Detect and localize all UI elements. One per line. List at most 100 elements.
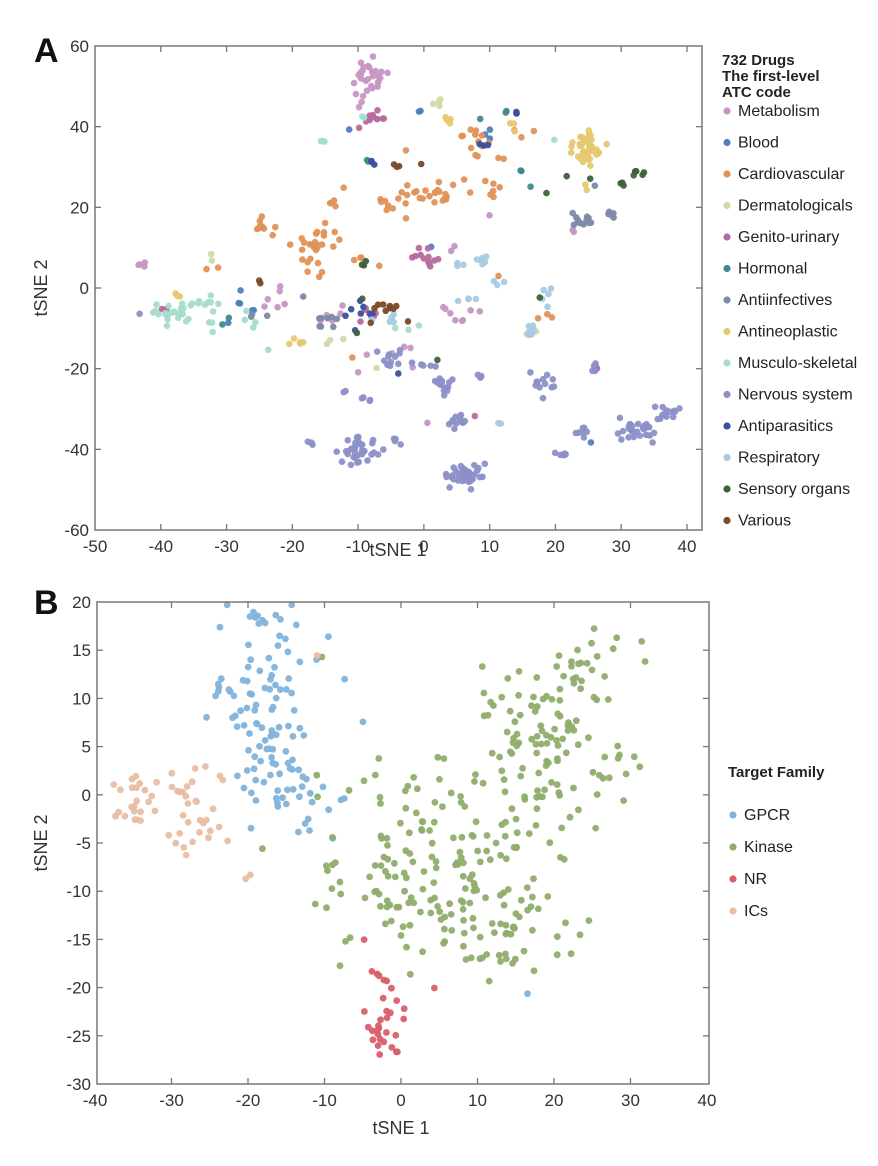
data-point-kinase — [361, 894, 369, 902]
data-point-cardiovascular — [500, 155, 508, 163]
data-point-kinase — [553, 737, 560, 744]
series-sensory-organs — [353, 167, 648, 364]
data-point-nr — [368, 968, 376, 975]
data-point-kinase — [512, 815, 520, 823]
data-point-cardiovascular — [318, 268, 326, 276]
data-point-antineoplastic — [587, 131, 594, 139]
legend-item-dermatologicals[interactable]: Dermatologicals — [723, 198, 853, 215]
data-point-nervous-system — [659, 403, 666, 411]
legend-item-genito-urinary[interactable]: Genito-urinary — [723, 229, 839, 246]
data-point-antineoplastic — [297, 340, 304, 347]
legend-item-kinase[interactable]: Kinase — [729, 839, 793, 856]
data-point-metabolism — [424, 419, 431, 427]
data-point-gpcr — [251, 753, 259, 761]
data-point-kinase — [535, 769, 543, 777]
data-point-respiratory — [478, 257, 485, 265]
data-point-kinase — [452, 861, 459, 869]
data-point-metabolism — [141, 259, 149, 266]
y-tick-label: 0 — [82, 786, 91, 805]
data-point-metabolism — [352, 90, 360, 98]
data-point-kinase — [420, 868, 428, 875]
data-point-nervous-system — [626, 425, 633, 433]
data-point-metabolism — [384, 69, 391, 77]
data-point-cardiovascular — [459, 132, 467, 140]
x-tick-label: -40 — [148, 537, 173, 556]
legend-item-sensory-organs[interactable]: Sensory organs — [723, 481, 850, 498]
data-point-kinase — [329, 834, 336, 841]
data-point-metabolism — [355, 71, 363, 79]
data-point-cardiovascular — [495, 154, 502, 162]
data-point-gpcr — [268, 754, 275, 761]
legend-item-antiparasitics[interactable]: Antiparasitics — [723, 418, 833, 435]
data-point-musculo-skeletal — [163, 322, 171, 330]
data-point-metabolism — [358, 98, 365, 106]
data-point-kinase — [472, 818, 480, 826]
legend-item-blood[interactable]: Blood — [723, 135, 779, 152]
data-point-musculo-skeletal — [153, 301, 160, 308]
data-point-kinase — [553, 951, 561, 959]
data-point-nervous-system — [583, 428, 591, 436]
data-point-nervous-system — [136, 310, 143, 318]
data-point-metabolism — [369, 84, 376, 92]
legend-item-antiinfectives[interactable]: Antiinfectives — [723, 292, 832, 309]
data-point-metabolism — [276, 287, 284, 295]
data-point-gpcr — [274, 787, 282, 794]
data-point-kinase — [459, 872, 467, 880]
data-point-kinase — [476, 858, 484, 866]
data-point-kinase — [460, 942, 467, 950]
legend-item-various[interactable]: Various — [723, 513, 791, 530]
data-point-kinase — [570, 680, 578, 687]
data-point-kinase — [403, 874, 410, 882]
data-point-nr — [393, 997, 401, 1004]
data-point-kinase — [483, 832, 491, 839]
data-point-nervous-system — [527, 369, 534, 376]
data-point-nr — [376, 1051, 384, 1058]
data-point-cardiovascular — [384, 202, 392, 209]
legend-item-musculo-skeletal[interactable]: Musculo-skeletal — [723, 355, 857, 372]
series-nervous-system — [136, 310, 683, 493]
panel-a-legend: 732 Drugs The first-level ATC code Metab… — [722, 52, 857, 530]
data-point-kinase — [507, 748, 514, 756]
data-point-kinase — [555, 789, 563, 796]
data-point-cardiovascular — [431, 199, 438, 206]
legend-item-gpcr[interactable]: GPCR — [729, 807, 790, 824]
legend-item-nr[interactable]: NR — [729, 871, 767, 888]
legend-marker-blood — [723, 138, 731, 147]
x-tick-label: 40 — [678, 537, 697, 556]
data-point-cardiovascular — [404, 182, 411, 189]
data-point-kinase — [500, 776, 508, 783]
data-point-kinase — [614, 755, 622, 762]
data-point-gpcr — [252, 797, 260, 804]
legend-item-antineoplastic[interactable]: Antineoplastic — [723, 324, 838, 341]
data-point-metabolism — [363, 351, 371, 359]
data-point-kinase — [568, 663, 575, 670]
data-point-kinase — [466, 899, 474, 907]
data-point-various — [379, 301, 387, 308]
data-point-gpcr — [261, 619, 269, 627]
legend-item-metabolism[interactable]: Metabolism — [723, 103, 820, 120]
data-point-nervous-system — [481, 460, 489, 468]
legend-item-nervous-system[interactable]: Nervous system — [723, 387, 853, 404]
data-point-kinase — [638, 638, 646, 645]
data-point-kinase — [259, 845, 266, 853]
data-point-kinase — [432, 864, 440, 872]
data-point-nervous-system — [395, 360, 402, 368]
data-point-musculo-skeletal — [208, 319, 216, 326]
data-point-nr — [431, 984, 438, 992]
data-point-gpcr — [272, 731, 280, 739]
data-point-nr — [394, 1048, 401, 1056]
data-point-kinase — [532, 822, 540, 829]
data-point-genito-urinary — [424, 245, 432, 252]
legend-label-antiparasitics: Antiparasitics — [738, 418, 833, 435]
data-point-nervous-system — [374, 451, 382, 458]
legend-item-hormonal[interactable]: Hormonal — [723, 261, 807, 278]
data-point-metabolism — [369, 72, 377, 80]
legend-item-ics[interactable]: ICs — [729, 903, 768, 920]
legend-item-cardiovascular[interactable]: Cardiovascular — [723, 166, 845, 183]
data-point-nr — [375, 1022, 382, 1030]
legend-item-respiratory[interactable]: Respiratory — [723, 450, 820, 467]
data-point-kinase — [560, 856, 568, 863]
data-point-kinase — [459, 905, 467, 913]
data-point-kinase — [478, 663, 486, 670]
data-point-kinase — [599, 774, 607, 782]
